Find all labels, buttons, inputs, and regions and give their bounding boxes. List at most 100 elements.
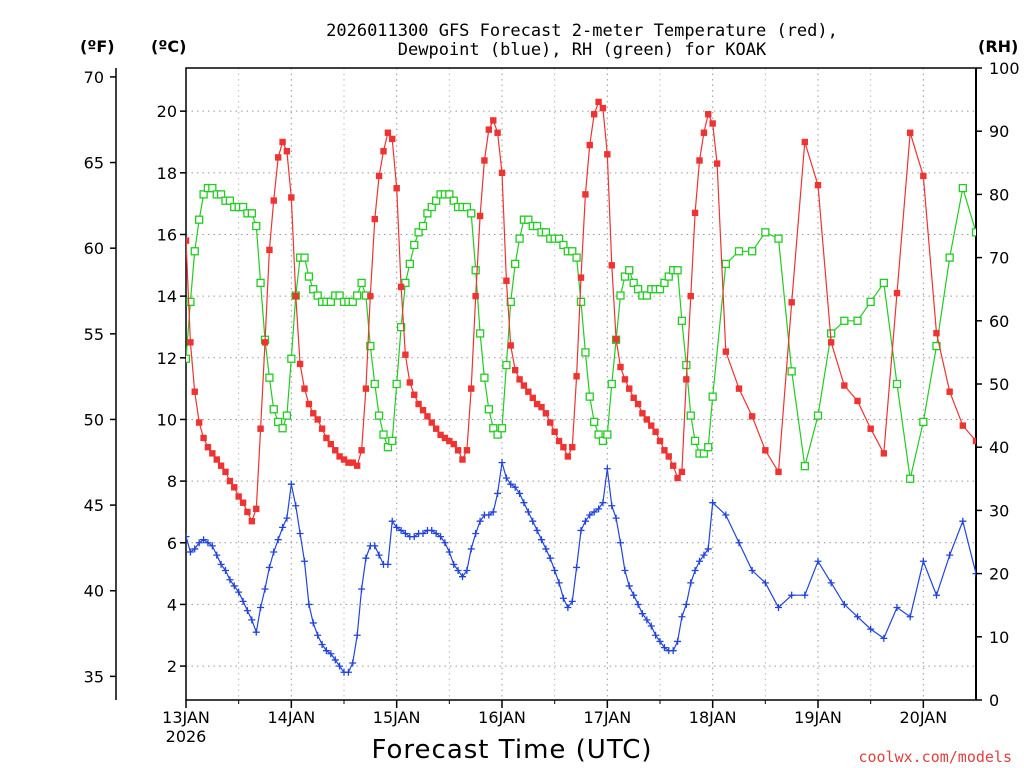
rh-point bbox=[423, 209, 432, 218]
dewpoint-point bbox=[213, 551, 221, 559]
dewpoint-point bbox=[362, 554, 370, 562]
rh-point bbox=[813, 411, 823, 420]
temperature-point bbox=[279, 138, 286, 146]
grid-lines bbox=[186, 68, 976, 700]
temperature-point bbox=[389, 135, 396, 143]
rh-point bbox=[326, 297, 335, 306]
rh-point bbox=[572, 253, 581, 262]
temperature-point bbox=[187, 339, 194, 346]
rh-point bbox=[410, 240, 419, 250]
plot-frame bbox=[185, 67, 977, 701]
temperature-point bbox=[661, 447, 668, 454]
temperature-point bbox=[327, 440, 335, 448]
rh-point bbox=[287, 354, 296, 363]
temperature-point bbox=[748, 413, 756, 420]
rh-point bbox=[493, 430, 502, 439]
dewpoint-point bbox=[669, 647, 677, 655]
temperature-point bbox=[266, 246, 273, 254]
temperature-point bbox=[437, 431, 444, 439]
x-tick-label: 14JAN bbox=[267, 708, 315, 727]
temperature-point bbox=[705, 111, 712, 118]
unit-rh-label: (RH) bbox=[978, 37, 1018, 56]
temperature-point bbox=[446, 437, 453, 445]
rh-point bbox=[190, 247, 199, 256]
temperature-point bbox=[608, 262, 615, 269]
dewpoint-point bbox=[410, 533, 418, 541]
dewpoint-line bbox=[186, 462, 976, 673]
rh-series bbox=[186, 183, 976, 483]
chart-title-line2: Dewpoint (blue), RH (green) for KOAK bbox=[398, 40, 767, 60]
dewpoint-point bbox=[959, 517, 967, 525]
rh-tick-label: 30 bbox=[989, 501, 1009, 520]
rh-point bbox=[734, 247, 744, 256]
temperature-point bbox=[353, 462, 361, 469]
fahrenheit-tick-label: 40 bbox=[84, 582, 104, 601]
dewpoint-point bbox=[801, 591, 809, 599]
dewpoint-point bbox=[652, 631, 660, 639]
dewpoint-point bbox=[349, 659, 357, 667]
temperature-point bbox=[687, 292, 694, 300]
temperature-point bbox=[735, 385, 743, 392]
x-tick-label: 17JAN bbox=[583, 708, 631, 727]
temperature-point bbox=[362, 385, 370, 392]
celsius-tick-label: 2 bbox=[167, 657, 177, 676]
celsius-tick-label: 6 bbox=[167, 534, 177, 553]
rh-point bbox=[748, 247, 757, 256]
dewpoint-point bbox=[660, 644, 668, 652]
celsius-tick-label: 18 bbox=[157, 164, 177, 183]
dewpoint-point bbox=[511, 483, 519, 491]
rh-point bbox=[247, 209, 256, 218]
temperature-point bbox=[270, 197, 277, 204]
rh-point bbox=[388, 436, 397, 446]
dewpoint-point bbox=[827, 579, 835, 587]
dewpoint-point bbox=[946, 551, 954, 559]
rh-point bbox=[853, 316, 862, 325]
rh-point bbox=[467, 209, 476, 218]
temperature-point bbox=[722, 348, 730, 355]
dewpoint-point bbox=[577, 526, 585, 534]
temperature-point bbox=[454, 447, 462, 454]
rh-point bbox=[216, 190, 226, 199]
rh-point bbox=[238, 202, 248, 212]
temperature-point bbox=[639, 410, 646, 417]
rh-point bbox=[704, 443, 713, 452]
dewpoint-point bbox=[546, 554, 554, 562]
rh-point bbox=[366, 341, 375, 351]
dewpoint-point bbox=[292, 502, 300, 510]
dewpoint-point bbox=[520, 499, 528, 507]
temperature-point bbox=[305, 400, 313, 408]
rh-point bbox=[568, 247, 577, 256]
dewpoint-point bbox=[559, 594, 567, 602]
rh-point bbox=[186, 354, 191, 363]
dewpoint-point bbox=[318, 641, 326, 649]
rh-point bbox=[432, 196, 441, 205]
dewpoint-point bbox=[568, 597, 576, 605]
dewpoint-point bbox=[261, 585, 269, 593]
rh-point bbox=[199, 190, 208, 199]
rh-point bbox=[840, 316, 849, 325]
temperature-point bbox=[542, 410, 550, 417]
rh-point bbox=[502, 360, 511, 370]
dewpoint-point bbox=[630, 591, 638, 599]
dewpoint-point bbox=[933, 591, 940, 599]
dewpoint-point bbox=[437, 533, 445, 541]
dewpoint-point bbox=[634, 600, 642, 608]
rh-point bbox=[405, 259, 414, 269]
x-tick-label: 20JAN bbox=[899, 708, 947, 727]
temperature-point bbox=[880, 450, 888, 457]
temperature-point bbox=[577, 274, 585, 281]
fahrenheit-tick-label: 35 bbox=[84, 667, 104, 686]
temperature-point bbox=[713, 160, 721, 167]
temperature-point bbox=[634, 400, 642, 408]
temperature-point bbox=[547, 419, 554, 426]
temperature-point bbox=[599, 104, 607, 112]
rh-point bbox=[958, 183, 967, 193]
rh-point bbox=[195, 215, 204, 224]
rh-point bbox=[256, 278, 265, 288]
rh-point bbox=[585, 392, 594, 401]
temperature-point bbox=[332, 447, 339, 454]
dewpoint-point bbox=[336, 662, 344, 670]
temperature-point bbox=[643, 416, 651, 423]
dewpoint-point bbox=[322, 647, 330, 655]
rh-point bbox=[906, 474, 915, 483]
